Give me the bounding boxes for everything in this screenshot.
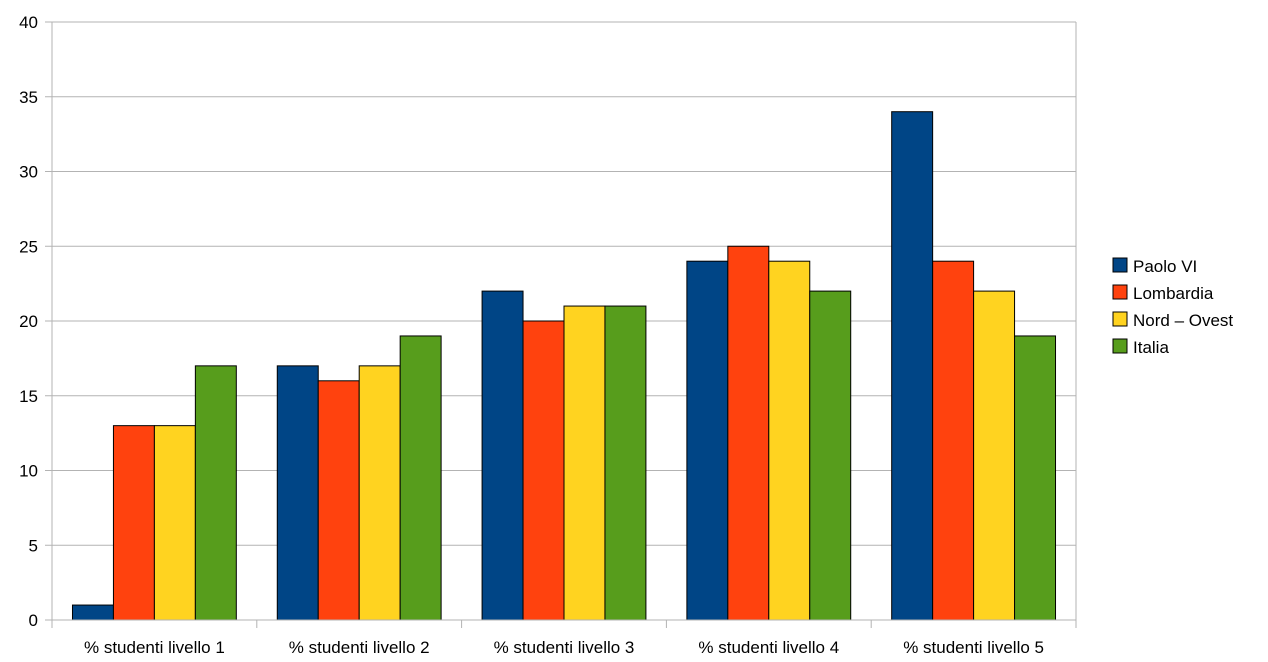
bar	[358, 365, 401, 621]
bar	[317, 380, 360, 621]
bar	[1014, 335, 1057, 621]
x-tick-label: % studenti livello 3	[494, 638, 635, 657]
y-tick-label: 30	[19, 163, 38, 182]
legend-label: Italia	[1133, 338, 1169, 357]
bar	[891, 111, 934, 621]
y-tick-label: 15	[19, 387, 38, 406]
bar	[276, 365, 319, 621]
bar	[809, 290, 852, 621]
bar	[727, 245, 770, 621]
x-tick-label: % studenti livello 2	[289, 638, 430, 657]
legend-swatch	[1112, 284, 1128, 300]
x-tick-label: % studenti livello 4	[698, 638, 839, 657]
legend-label: Nord – Ovest	[1133, 311, 1233, 330]
legend-label: Paolo VI	[1133, 257, 1197, 276]
y-tick-label: 25	[19, 237, 38, 256]
bar	[481, 290, 524, 621]
x-tick-label: % studenti livello 5	[903, 638, 1044, 657]
legend-swatch	[1112, 311, 1128, 327]
bar	[522, 320, 565, 621]
y-tick-label: 40	[19, 13, 38, 32]
bar	[932, 260, 975, 621]
legend-swatch	[1112, 338, 1128, 354]
bar	[71, 604, 114, 621]
y-tick-label: 35	[19, 88, 38, 107]
bar	[153, 425, 196, 621]
bar	[686, 260, 729, 621]
bar	[563, 305, 606, 621]
bar	[194, 365, 237, 621]
legend-label: Lombardia	[1133, 284, 1214, 303]
legend: Paolo VI Lombardia Nord – Ovest Italia	[1112, 257, 1233, 357]
bar	[604, 305, 647, 621]
bar	[112, 425, 155, 621]
y-tick-label: 10	[19, 462, 38, 481]
bar	[973, 290, 1016, 621]
y-tick-label: 0	[29, 611, 38, 630]
bars	[71, 111, 1057, 621]
legend-swatch	[1112, 257, 1128, 273]
x-tick-label: % studenti livello 1	[84, 638, 225, 657]
y-tick-label: 5	[29, 536, 38, 555]
bar	[768, 260, 811, 621]
bar	[399, 335, 442, 621]
y-tick-label: 20	[19, 312, 38, 331]
axes: 0 5 10 15 20 25 30 35 40 % studenti livello 1 % st…	[19, 13, 1077, 657]
